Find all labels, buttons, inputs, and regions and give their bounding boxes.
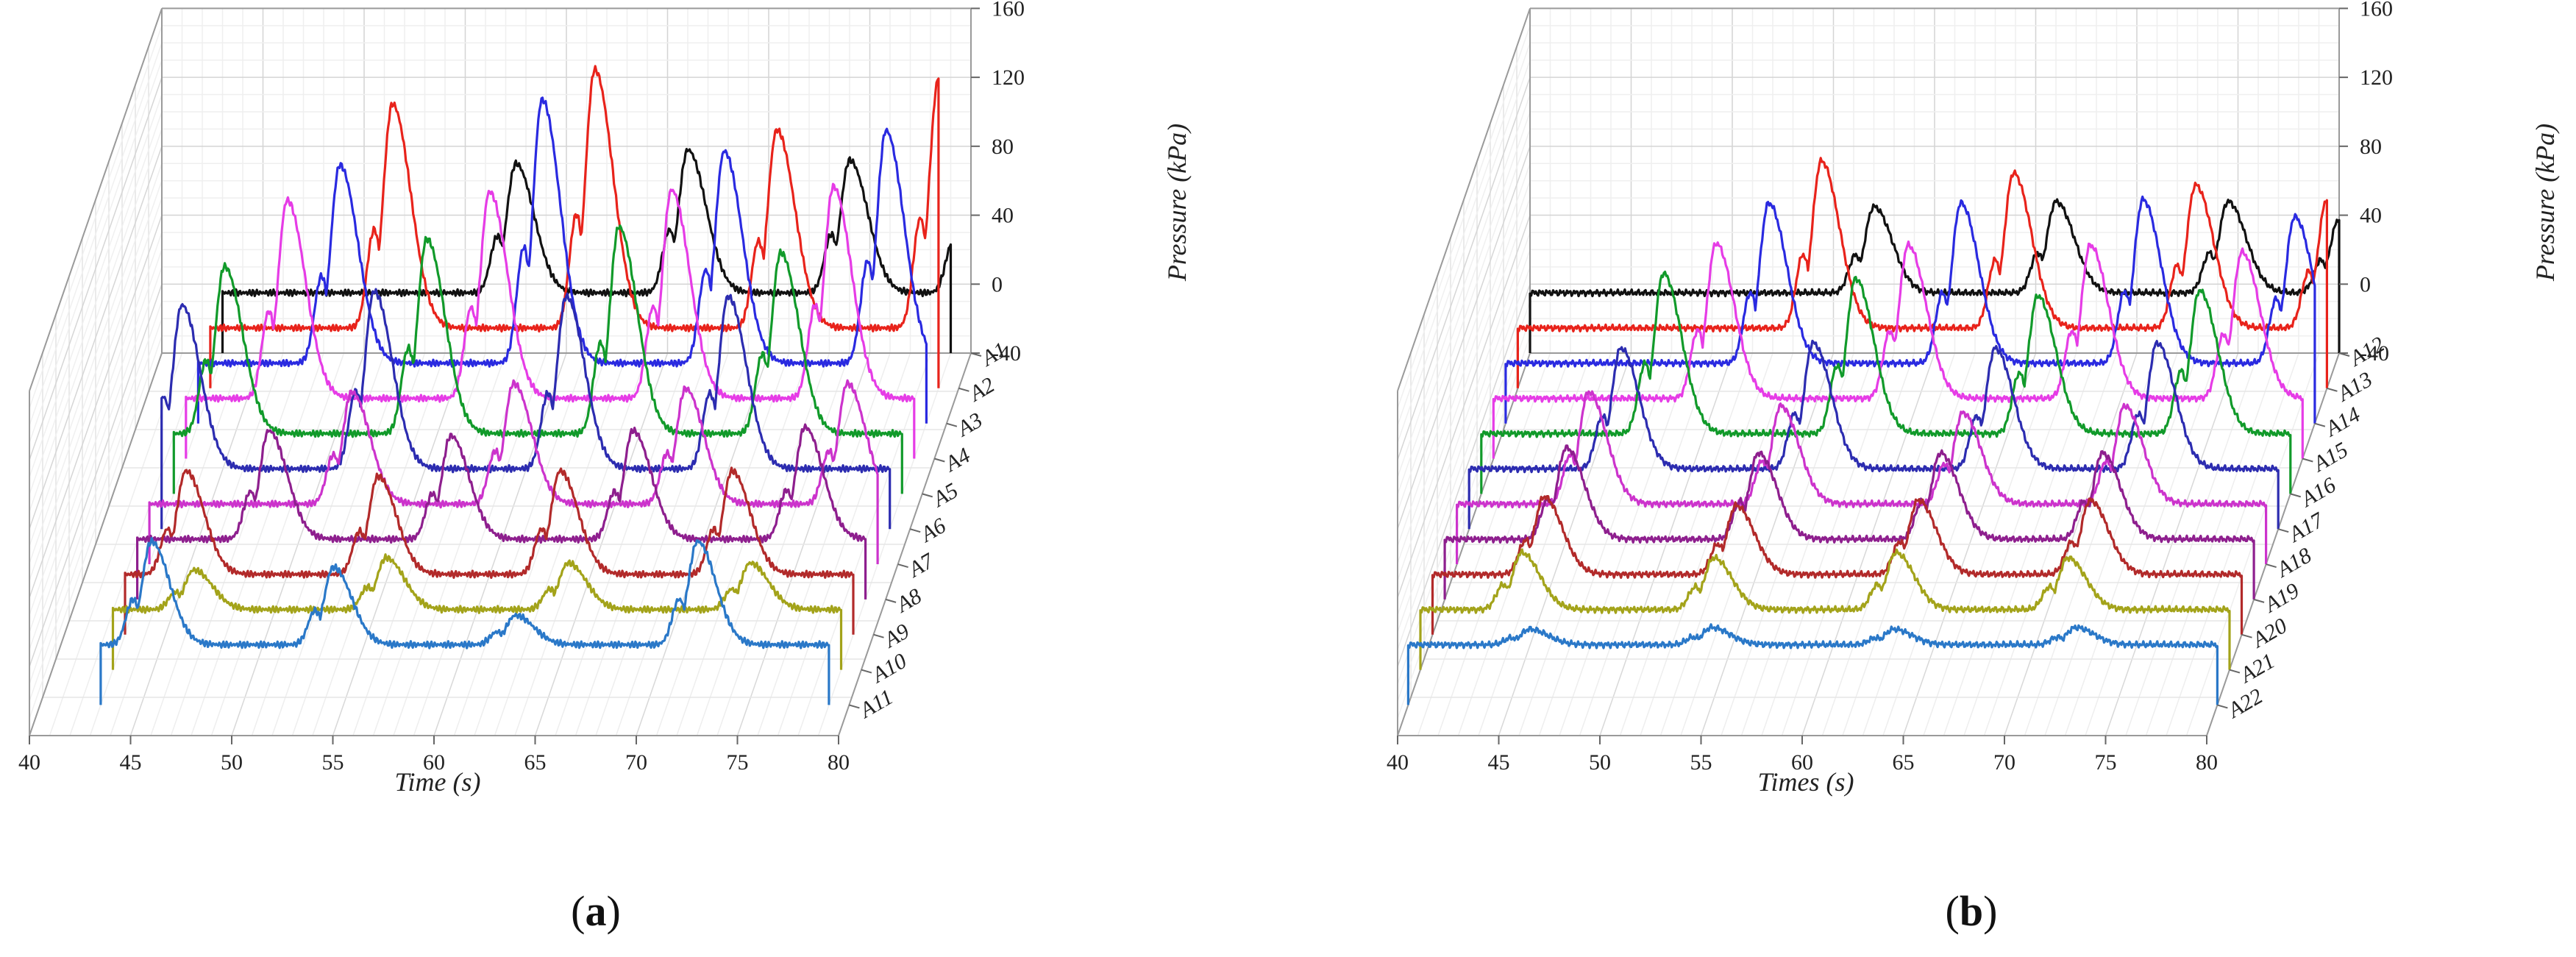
- x-tick-label: 55: [322, 750, 344, 775]
- z-tick-label: 120: [2360, 65, 2393, 90]
- series-tick-mark: [934, 458, 945, 463]
- x-tick-label: 50: [221, 750, 243, 775]
- series-tick-mark: [2277, 528, 2289, 533]
- x-tick-label: 70: [1993, 750, 2015, 775]
- z-axis-ticks: 160 120 80 40 0 -40: [971, 0, 1025, 366]
- x-axis-title: Time (s): [395, 767, 481, 797]
- series-tick-mark: [2253, 598, 2265, 603]
- x-tick-label: 60: [1791, 750, 1813, 775]
- trace-a15: [1492, 240, 2304, 459]
- series-tick-mark: [958, 387, 969, 392]
- back-wall-grid: [161, 7, 972, 354]
- trace-a1: [221, 148, 953, 353]
- series-tick-mark: [897, 563, 908, 569]
- z-tick-label: 40: [992, 204, 1014, 228]
- trace-a19: [1443, 444, 2255, 600]
- x-tick-label: 80: [828, 750, 850, 775]
- z-tick-label: 80: [2360, 135, 2382, 159]
- z-tick-label: 40: [2360, 204, 2382, 228]
- trace-a6: [160, 288, 892, 530]
- series-tick-mark: [2290, 493, 2302, 498]
- x-axis-ticks: 40 45 50 55 60 65 70 75 80: [18, 736, 850, 775]
- x-tick-label: 55: [1690, 750, 1712, 775]
- x-tick-label: 50: [1589, 750, 1611, 775]
- series-tick-mark: [2241, 633, 2252, 638]
- trace-a9: [124, 466, 855, 635]
- caption-a: (a): [571, 887, 621, 935]
- x-tick-label: 65: [1893, 750, 1915, 775]
- trace-a11: [99, 536, 830, 705]
- z-tick-label: 120: [992, 65, 1025, 90]
- x-tick-label: 60: [423, 750, 445, 775]
- z-tick-label: -40: [992, 341, 1021, 366]
- z-tick-label: 0: [992, 272, 1003, 296]
- x-tick-label: 45: [120, 750, 142, 775]
- series-tick-mark: [946, 422, 958, 427]
- series-tick-mark: [861, 669, 872, 674]
- trace-a17: [1467, 339, 2280, 530]
- trace-a8: [136, 423, 867, 600]
- series-traces: [99, 65, 953, 705]
- z-tick-label: -40: [2360, 341, 2389, 366]
- back-wall-grid: [1529, 7, 2340, 354]
- x-tick-label: 70: [625, 750, 647, 775]
- x-tick-label: 40: [18, 750, 40, 775]
- trace-a13: [1516, 157, 2328, 388]
- z-tick-label: 0: [2360, 272, 2371, 296]
- trace-a16: [1480, 270, 2292, 494]
- series-tick-mark: [2229, 669, 2241, 674]
- trace-a21: [1419, 548, 2231, 670]
- x-axis-ticks: 40 45 50 55 60 65 70 75 80: [1387, 736, 2218, 775]
- series-tick-mark: [970, 352, 982, 357]
- axes-frame: [1397, 7, 2340, 736]
- series-tick-mark: [922, 493, 933, 498]
- series-tick-mark: [909, 528, 921, 533]
- series-tick-mark: [2314, 422, 2326, 427]
- series-tick-mark: [2266, 563, 2277, 569]
- series-traces: [1406, 157, 2341, 705]
- x-axis-title: Times (s): [1757, 767, 1854, 797]
- x-tick-label: 65: [524, 750, 547, 775]
- series-tick-mark: [873, 633, 884, 638]
- z-axis-ticks: 160 120 80 40 0 -40: [2339, 0, 2393, 366]
- x-tick-label: 45: [1488, 750, 1510, 775]
- x-tick-label: 80: [2196, 750, 2218, 775]
- series-tick-mark: [849, 704, 860, 709]
- z-tick-label: 80: [992, 135, 1014, 159]
- trace-a7: [148, 379, 879, 564]
- caption-b: (b): [1946, 887, 1998, 935]
- z-axis-title: Pressure (kPa): [1162, 124, 1192, 282]
- trace-a10: [111, 553, 843, 670]
- trace-a14: [1504, 195, 2316, 424]
- trace-a18: [1456, 390, 2268, 564]
- z-tick-label: 160: [2360, 0, 2393, 21]
- series-tick-mark: [2327, 387, 2338, 392]
- trace-a22: [1406, 623, 2219, 705]
- series-tick-mark: [2302, 458, 2313, 463]
- floor-grid: [29, 352, 972, 736]
- series-tick-mark: [885, 598, 897, 603]
- x-tick-label: 40: [1387, 750, 1409, 775]
- x-tick-label: 75: [2095, 750, 2117, 775]
- trace-a12: [1529, 198, 2341, 353]
- series-tick-mark: [2217, 704, 2228, 709]
- x-tick-label: 75: [727, 750, 749, 775]
- z-axis-title: Pressure (kPa): [2530, 124, 2560, 282]
- z-tick-label: 160: [992, 0, 1025, 21]
- side-wall-grid: [1397, 8, 1531, 736]
- trace-a20: [1431, 495, 2244, 635]
- series-tick-mark: [2338, 352, 2350, 357]
- trace-a5: [172, 224, 903, 494]
